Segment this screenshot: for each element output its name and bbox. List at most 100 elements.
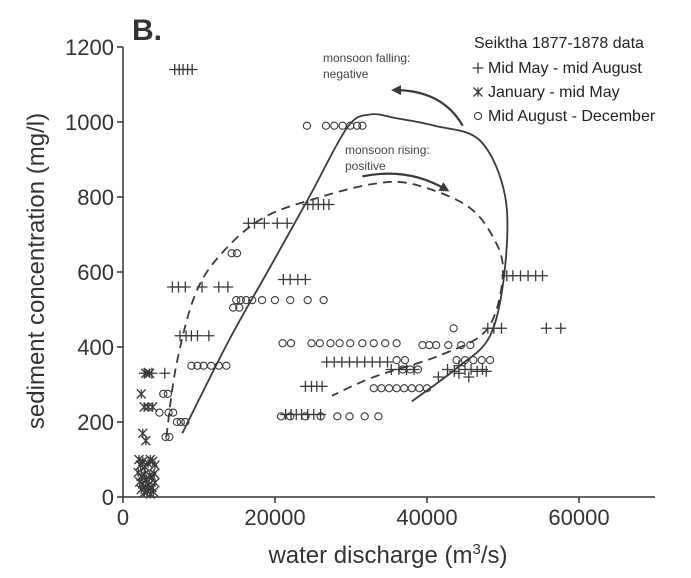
data-point-circle xyxy=(360,412,369,421)
data-point-plus xyxy=(432,371,444,383)
data-point-circle xyxy=(333,412,342,421)
data-point-circle xyxy=(392,339,401,348)
data-point-plus xyxy=(459,364,471,375)
data-point-circle xyxy=(400,355,410,365)
data-point-circle xyxy=(392,384,401,393)
data-point-circle xyxy=(449,324,458,333)
data-point-plus xyxy=(323,199,335,210)
y-axis-title: sediment concentration (mg/l) xyxy=(23,113,50,429)
x-tick-label: 40000 xyxy=(396,505,457,530)
data-point-circle xyxy=(477,355,486,365)
data-point-circle xyxy=(155,408,164,417)
data-point-circle xyxy=(270,295,280,305)
data-point-circle xyxy=(444,340,453,350)
rising-loop-curve xyxy=(165,180,504,438)
legend-marker-plus xyxy=(472,62,484,74)
data-point-circle xyxy=(415,384,424,393)
panel-label: B. xyxy=(132,14,162,47)
data-point-circle xyxy=(286,339,296,348)
data-point-circle xyxy=(307,339,316,348)
data-point-plus xyxy=(203,330,215,342)
data-point-circle xyxy=(241,295,251,305)
annotation-falling-line: monsoon falling: xyxy=(323,51,410,65)
legend: Seiktha 1877-1878 data Mid May - mid Augu… xyxy=(472,35,656,125)
legend-label: Mid August - December xyxy=(488,108,656,125)
data-point-circle xyxy=(248,295,257,305)
data-point-circle xyxy=(452,355,461,365)
data-point-plus xyxy=(555,322,567,334)
annotation-rising-line: monsoon rising: xyxy=(345,143,430,157)
data-point-circle xyxy=(159,389,168,399)
legend-marker-asterisk xyxy=(473,87,483,97)
data-point-circle xyxy=(460,355,470,365)
data-point-circle xyxy=(181,417,190,427)
data-point-circle xyxy=(469,355,478,365)
data-point-circle xyxy=(301,412,310,421)
data-point-circle xyxy=(425,340,434,350)
data-point-circle xyxy=(236,295,245,305)
data-point-circle xyxy=(172,417,182,427)
data-point-plus xyxy=(186,64,198,75)
data-point-circle xyxy=(227,249,236,258)
data-point-plus xyxy=(316,380,328,392)
data-point-circle xyxy=(407,384,416,393)
y-tick-label: 1000 xyxy=(65,110,114,135)
data-point-asterisk xyxy=(140,435,151,446)
data-point-circle xyxy=(302,121,312,130)
data-point-circle xyxy=(352,121,362,130)
data-point-plus xyxy=(448,365,460,377)
data-point-plus xyxy=(222,281,234,293)
data-point-circle xyxy=(457,340,466,350)
data-point-plus xyxy=(191,330,203,342)
data-point-circle xyxy=(161,432,170,442)
data-point-plus xyxy=(196,281,208,293)
data-point-asterisk xyxy=(147,402,158,412)
x-tick-label: 0 xyxy=(117,505,129,530)
data-point-plus xyxy=(537,270,549,282)
x-tick-label: 60000 xyxy=(548,505,609,530)
annotation-rising-line: positive xyxy=(345,159,386,173)
data-point-asterisk xyxy=(136,388,147,399)
y-tick-label: 200 xyxy=(77,410,114,435)
data-point-circle xyxy=(303,295,312,305)
rising-arrow xyxy=(362,172,450,192)
data-point-circle xyxy=(207,361,216,370)
data-point-plus xyxy=(248,217,260,229)
data-point-circle xyxy=(374,412,383,421)
data-point-asterisk xyxy=(143,402,154,412)
data-point-plus xyxy=(381,356,393,368)
data-point-circle xyxy=(222,361,231,370)
data-point-circle xyxy=(346,339,355,348)
data-point-circle xyxy=(315,339,324,348)
x-axis-title-main: water discharge (m xyxy=(267,542,472,569)
data-point-asterisk xyxy=(149,468,160,479)
data-point-circle xyxy=(422,384,432,393)
data-point-plus xyxy=(271,217,283,229)
data-point-circle xyxy=(400,384,409,393)
data-point-asterisk xyxy=(148,486,159,497)
x-axis-title: water discharge (m3/s) xyxy=(267,541,507,569)
data-point-plus xyxy=(453,367,465,379)
data-point-plus xyxy=(495,322,507,334)
data-point-circle xyxy=(330,121,339,130)
data-point-circle xyxy=(164,408,173,417)
x-axis-title-tail: /s) xyxy=(481,542,508,569)
data-point-plus xyxy=(179,281,191,293)
data-point-circle xyxy=(377,384,386,393)
annotation-falling-line: negative xyxy=(323,67,369,81)
data-point-plus xyxy=(299,274,311,285)
data-point-circle xyxy=(418,340,427,350)
data-point-circle xyxy=(316,412,325,421)
series-circle xyxy=(155,121,495,442)
data-point-circle xyxy=(485,355,495,365)
x-tick-label: 20000 xyxy=(244,505,305,530)
y-tick-label: 800 xyxy=(77,185,114,210)
data-point-circle xyxy=(381,339,390,348)
data-point-circle xyxy=(232,295,241,305)
y-tick-label: 400 xyxy=(77,335,114,360)
hysteresis-curves xyxy=(165,113,509,438)
data-point-circle xyxy=(319,295,328,305)
x-axis-title-superscript: 3 xyxy=(473,541,481,558)
data-point-circle xyxy=(278,339,287,348)
